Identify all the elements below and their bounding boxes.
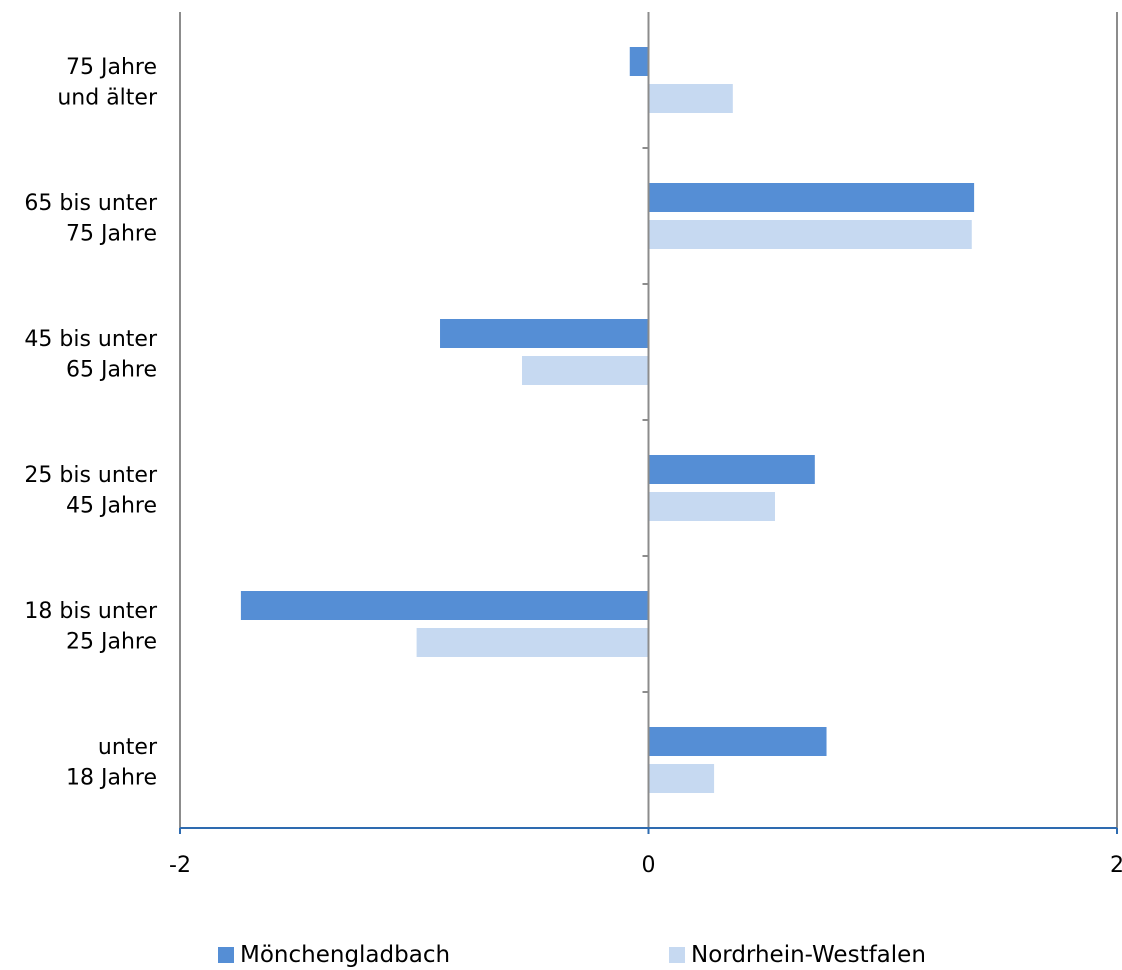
bar-m-nchengladbach-1 [240,591,649,620]
legend-label: Nordrhein-Westfalen [691,942,926,968]
bar-m-nchengladbach-0 [648,727,827,756]
category-label-line: und älter [57,86,158,111]
bar-m-nchengladbach-2 [648,455,815,484]
bar-nordrhein-westfalen-0 [648,764,715,793]
legend-swatch [218,947,234,963]
bar-m-nchengladbach-5 [629,47,649,76]
category-label: 75 Jahre und älter [57,55,158,111]
category-label-line: 45 bis unter [24,327,158,352]
legend-label: Mönchengladbach [240,942,450,968]
category-label: 65 bis unter 75 Jahre [24,191,158,247]
category-label-line: 25 Jahre [66,630,157,655]
category-label: 45 bis unter 65 Jahre [24,327,158,383]
category-label-line: 18 bis unter [24,599,158,624]
bar-nordrhein-westfalen-2 [648,492,775,521]
legend-swatch [669,947,685,963]
x-tick-label: -2 [169,853,191,878]
bar-nordrhein-westfalen-4 [648,220,972,249]
x-tick-labels: -2 0 2 [169,853,1122,878]
category-label-line: 75 Jahre [66,55,157,80]
axes-layer [179,12,1118,834]
category-labels: unter 18 Jahre 18 bis unter 25 Jahre 25 bis … [24,55,158,791]
bar-nordrhein-westfalen-3 [522,356,649,385]
bar-m-nchengladbach-3 [440,319,649,348]
category-label: unter 18 Jahre [66,735,158,791]
category-label-line: 65 Jahre [66,358,157,383]
category-label-line: 18 Jahre [66,766,157,791]
category-label-line: 45 Jahre [66,494,157,519]
x-tick-label: 2 [1110,853,1122,878]
category-label-line: unter [98,735,158,760]
bar-m-nchengladbach-4 [648,183,975,212]
category-label-line: 25 bis unter [24,463,158,488]
bars-layer [240,47,975,793]
category-label: 25 bis unter 45 Jahre [24,463,158,519]
legend: Mönchengladbach Nordrhein-Westfalen [218,942,926,968]
category-label-line: 75 Jahre [66,222,157,247]
category-label-line: 65 bis unter [24,191,158,216]
bar-nordrhein-westfalen-5 [648,84,733,113]
bar-nordrhein-westfalen-1 [416,628,649,657]
category-label: 18 bis unter 25 Jahre [24,599,158,655]
x-tick-label: 0 [642,853,656,878]
